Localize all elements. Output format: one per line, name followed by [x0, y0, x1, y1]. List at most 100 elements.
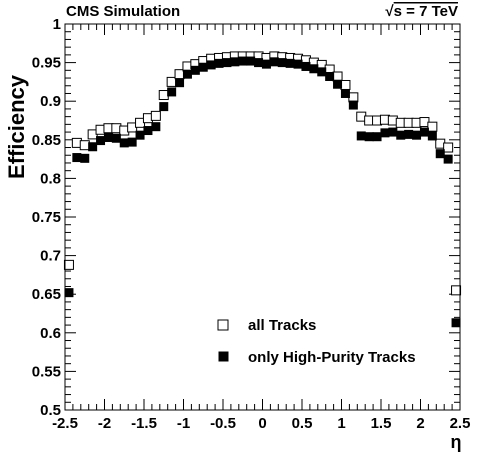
x-tick-label: 2 [416, 415, 424, 432]
legend-label-high-purity-tracks: only High-Purity Tracks [248, 349, 416, 366]
data-point-high-purity-tracks [119, 138, 129, 148]
data-point-high-purity-tracks [372, 132, 382, 142]
data-point-high-purity-tracks [309, 64, 319, 74]
data-point-all-tracks [451, 285, 462, 296]
y-tick-label: 0.7 [40, 248, 61, 265]
axis-tick-labels: -2.5 -2 -1.5 -1 -0.5 0 0.5 1 1.5 2 2.5 0.5 0.55 0.6 0.… [32, 16, 471, 432]
data-point-high-purity-tracks [333, 79, 343, 89]
data-point-all-tracks [340, 79, 351, 90]
data-point-high-purity-tracks [317, 67, 327, 77]
legend-label-all-tracks: all Tracks [248, 317, 316, 334]
data-point-all-tracks [443, 142, 454, 153]
data-point-high-purity-tracks [277, 58, 287, 68]
data-point-all-tracks [158, 90, 169, 101]
y-tick-label: 0.8 [40, 170, 61, 187]
y-tick-label: 0.85 [32, 132, 61, 149]
energy-label-rest: s = 7 TeV [394, 3, 458, 20]
data-point-all-tracks [427, 121, 438, 132]
data-point-high-purity-tracks [175, 78, 185, 88]
data-point-high-purity-tracks [238, 56, 248, 66]
data-point-high-purity-tracks [96, 136, 106, 146]
legend: all Tracks only High-Purity Tracks [217, 317, 416, 366]
data-point-high-purity-tracks [404, 129, 414, 139]
data-point-high-purity-tracks [427, 131, 437, 141]
y-tick-label: 0.65 [32, 286, 61, 303]
data-point-high-purity-tracks [412, 130, 422, 140]
y-tick-label: 1 [53, 16, 61, 33]
data-point-high-purity-tracks [143, 126, 153, 136]
x-tick-label: 1 [337, 415, 345, 432]
data-point-high-purity-tracks [214, 58, 224, 68]
series-all-tracks [63, 51, 462, 296]
y-tick-label: 0.95 [32, 55, 61, 72]
data-point-high-purity-tracks [293, 59, 303, 69]
data-point-all-tracks [79, 140, 90, 151]
plot-frame [64, 23, 461, 411]
data-point-high-purity-tracks [151, 122, 161, 132]
y-tick-label: 0.5 [40, 402, 61, 419]
y-tick-label: 0.9 [40, 93, 61, 110]
data-point-high-purity-tracks [72, 153, 82, 163]
energy-label: √s = 7 TeV [385, 3, 458, 20]
data-point-high-purity-tracks [380, 128, 390, 138]
y-axis-title: Efficiency [4, 74, 29, 179]
legend-marker-high-purity-tracks [218, 351, 229, 362]
axis-ticks [64, 23, 461, 411]
x-tick-label: -2.5 [52, 415, 78, 432]
x-tick-label: -2 [98, 415, 111, 432]
data-point-high-purity-tracks [340, 88, 350, 98]
data-point-high-purity-tracks [64, 288, 74, 298]
data-point-high-purity-tracks [435, 149, 445, 159]
legend-marker-all-tracks [217, 319, 229, 331]
data-point-high-purity-tracks [285, 58, 295, 68]
data-point-high-purity-tracks [325, 71, 335, 81]
x-tick-label: 0.5 [292, 415, 313, 432]
data-point-high-purity-tracks [246, 56, 256, 66]
data-point-all-tracks [63, 259, 74, 270]
data-point-high-purity-tracks [103, 132, 113, 142]
y-tick-label: 0.75 [32, 209, 61, 226]
data-point-high-purity-tracks [451, 318, 461, 328]
data-point-high-purity-tracks [419, 127, 429, 137]
x-tick-label: 0 [258, 415, 266, 432]
experiment-label: CMS Simulation [66, 3, 180, 20]
data-point-high-purity-tracks [159, 102, 169, 112]
series-high-purity-tracks [64, 56, 461, 328]
data-point-high-purity-tracks [167, 87, 177, 97]
x-tick-label: -1 [177, 415, 190, 432]
data-point-high-purity-tracks [254, 58, 264, 68]
y-tick-label: 0.6 [40, 325, 61, 342]
data-point-high-purity-tracks [135, 130, 145, 140]
sqrt-symbol: √ [385, 3, 394, 20]
data-point-high-purity-tracks [301, 61, 311, 71]
data-point-high-purity-tracks [127, 137, 137, 147]
y-tick-label: 0.55 [32, 363, 61, 380]
data-point-all-tracks [348, 92, 359, 103]
data-point-high-purity-tracks [206, 60, 216, 70]
data-point-high-purity-tracks [348, 100, 358, 110]
data-point-high-purity-tracks [190, 65, 200, 75]
data-point-high-purity-tracks [80, 153, 90, 163]
data-point-all-tracks [332, 71, 343, 82]
data-point-high-purity-tracks [182, 69, 192, 79]
x-tick-label: -1.5 [131, 415, 157, 432]
data-point-high-purity-tracks [230, 57, 240, 67]
data-point-high-purity-tracks [198, 62, 208, 72]
data-point-high-purity-tracks [261, 59, 271, 69]
data-point-all-tracks [150, 110, 161, 121]
x-axis-title: η [451, 432, 462, 452]
data-point-high-purity-tracks [364, 132, 374, 142]
x-tick-label: 2.5 [450, 415, 471, 432]
data-point-high-purity-tracks [222, 58, 232, 68]
x-tick-label: 1.5 [371, 415, 392, 432]
x-tick-label: -0.5 [210, 415, 236, 432]
data-point-high-purity-tracks [388, 127, 398, 137]
data-point-high-purity-tracks [88, 142, 98, 152]
data-point-high-purity-tracks [396, 130, 406, 140]
data-point-high-purity-tracks [269, 57, 279, 67]
data-point-high-purity-tracks [356, 131, 366, 141]
data-point-high-purity-tracks [111, 133, 121, 143]
data-point-high-purity-tracks [443, 154, 453, 164]
